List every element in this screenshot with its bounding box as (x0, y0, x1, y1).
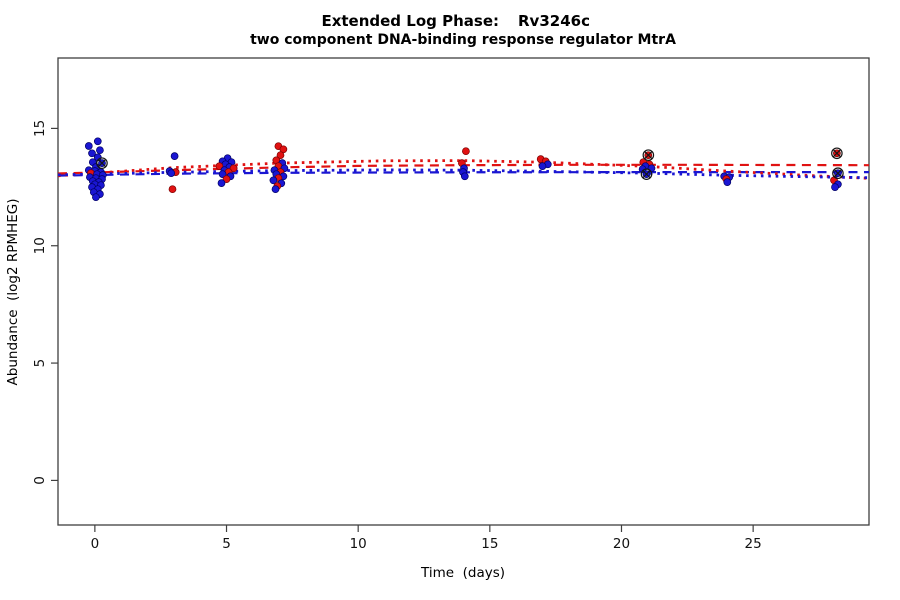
x-tick-label: 0 (91, 536, 100, 552)
data-point-red (222, 175, 231, 183)
outlier-circle (642, 149, 655, 161)
y-axis-label: Abundance (log2 RPMHEG) (5, 199, 21, 386)
outlier-x-stroke (97, 159, 107, 168)
data-point-red (276, 151, 285, 160)
outlier-x-stroke (833, 169, 843, 178)
outlier-circle (640, 168, 653, 180)
data-point-blue (93, 137, 102, 146)
x-axis: 0 5 10 15 20 25 (91, 525, 762, 552)
x-tick-label: 25 (745, 536, 762, 552)
y-tick-label: 5 (32, 359, 48, 368)
outlier-mark (832, 167, 844, 180)
x-tick-label: 5 (222, 536, 231, 552)
blue-dotted-fit (57, 168, 870, 180)
outlier-mark (96, 157, 108, 169)
data-point-blue (723, 178, 732, 186)
data-point-blue (170, 152, 179, 160)
outlier-marks (96, 147, 844, 180)
chart-title-prefix: Extended Log Phase: (321, 12, 499, 30)
outlier-circle (832, 167, 844, 180)
outlier-mark (642, 149, 655, 161)
y-tick-label: 15 (32, 120, 48, 137)
data-point-blue (96, 146, 104, 155)
data-point-blue (88, 149, 96, 158)
data-point-blue (269, 176, 278, 185)
outlier-x-stroke (644, 151, 653, 160)
data-point-blue (647, 164, 656, 173)
outlier-circle (831, 147, 843, 160)
outlier-x-stroke (642, 170, 651, 179)
x-tick-label: 10 (350, 536, 367, 552)
plot-border (57, 57, 870, 526)
data-point-red (215, 162, 224, 171)
data-point-red (462, 147, 470, 156)
y-axis: 0 5 10 15 (32, 120, 58, 485)
data-point-blue (84, 142, 93, 150)
outlier-x-stroke (832, 149, 842, 158)
outlier-mark (640, 168, 653, 180)
data-points (84, 137, 842, 202)
data-point-blue (167, 169, 176, 178)
chart-title-gene: Rv3246c (518, 12, 590, 30)
x-tick-label: 20 (613, 536, 630, 552)
data-point-blue (92, 193, 100, 202)
data-point-red (168, 185, 177, 194)
y-tick-label: 10 (32, 237, 48, 254)
data-point-blue (538, 162, 547, 171)
x-tick-label: 15 (481, 536, 498, 552)
data-point-blue (460, 172, 469, 181)
red-dotted-fit (57, 159, 870, 180)
outlier-mark (831, 147, 843, 160)
data-point-blue (271, 185, 280, 194)
chart-subtitle: two component DNA-binding response regul… (250, 32, 676, 48)
data-point-blue (217, 179, 226, 187)
outlier-circle (96, 157, 108, 169)
data-point-blue (831, 183, 839, 191)
y-tick-label: 0 (32, 476, 48, 485)
x-axis-label: Time (days) (420, 565, 505, 581)
